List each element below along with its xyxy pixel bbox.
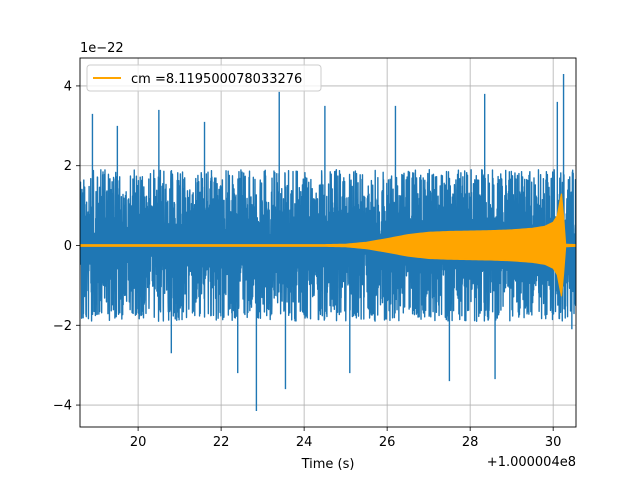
y-tick-label: 0 [64, 239, 72, 254]
x-tick-label: 22 [213, 435, 230, 450]
y-axis: −4 −2 0 2 4 [53, 79, 80, 414]
x-axis: 20 22 24 26 28 30 [130, 427, 562, 450]
y-scale-label: 1e−22 [80, 41, 124, 56]
y-tick-label: 4 [64, 79, 72, 94]
x-tick-label: 28 [462, 435, 479, 450]
y-tick-label: −4 [53, 399, 72, 414]
x-tick-label: 20 [130, 435, 147, 450]
series-line-noise [80, 73, 576, 412]
y-tick-label: 2 [64, 159, 72, 174]
plot-frame [79, 57, 577, 428]
plot-series [80, 73, 576, 412]
legend-box [86, 64, 322, 92]
legend-label-signal: cm =8.119500078033276 [131, 72, 302, 87]
legend: cm =8.119500078033276 [86, 64, 322, 92]
x-tick-label: 26 [379, 435, 396, 450]
y-tick-label: −2 [53, 319, 72, 334]
x-axis-label: Time (s) [301, 457, 355, 472]
series-line-signal [80, 193, 576, 297]
x-tick-label: 24 [296, 435, 313, 450]
x-offset-label: +1.000004e8 [487, 455, 576, 470]
x-tick-label: 30 [545, 435, 562, 450]
